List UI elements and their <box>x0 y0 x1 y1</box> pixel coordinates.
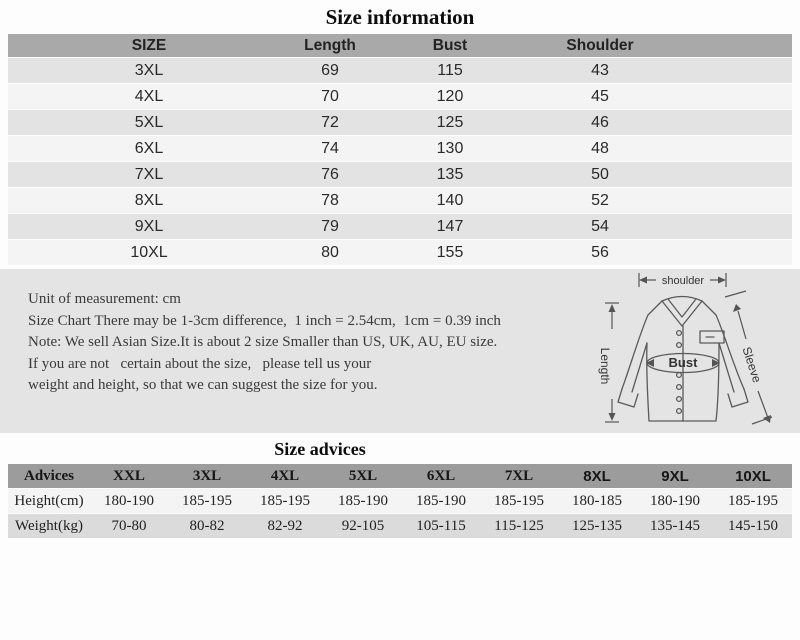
advices-title: Size advices <box>274 439 366 459</box>
weight-value: 82-92 <box>246 514 324 538</box>
cell-shoulder: 45 <box>530 84 670 109</box>
cell-size: 8XL <box>8 188 290 213</box>
table-row: 8XL 78 140 52 <box>8 188 792 213</box>
advices-header-row: Advices XXL 3XL 4XL 5XL 6XL 7XL 8XL 9XL … <box>8 464 792 488</box>
height-value: 185-190 <box>324 489 402 513</box>
measurement-notes: Unit of measurement: cm Size Chart There… <box>28 289 501 397</box>
table-row: 9XL 79 147 54 <box>8 214 792 239</box>
cell-size: 9XL <box>8 214 290 239</box>
col-header-xxl: XXL <box>90 464 168 488</box>
col-header-filler <box>670 34 792 57</box>
weight-value: 145-150 <box>714 514 792 538</box>
bust-label: Bust <box>669 355 699 370</box>
cell-size: 6XL <box>8 136 290 161</box>
height-value: 185-195 <box>714 489 792 513</box>
cell-bust: 140 <box>370 188 530 213</box>
weight-row: Weight(kg) 70-80 80-82 82-92 92-105 105-… <box>8 514 792 538</box>
shoulder-label: shoulder <box>662 275 705 287</box>
cell-length: 69 <box>290 58 370 83</box>
notes-section: Unit of measurement: cm Size Chart There… <box>0 269 800 433</box>
col-header-8xl: 8XL <box>558 464 636 488</box>
table-row: 4XL 70 120 45 <box>8 84 792 109</box>
col-header-3xl: 3XL <box>168 464 246 488</box>
cell-shoulder: 54 <box>530 214 670 239</box>
weight-value: 135-145 <box>636 514 714 538</box>
height-value: 180-190 <box>636 489 714 513</box>
height-value: 185-195 <box>480 489 558 513</box>
col-header-advices: Advices <box>8 464 90 488</box>
weight-value: 105-115 <box>402 514 480 538</box>
note-line: Note: We sell Asian Size.It is about 2 s… <box>28 334 498 350</box>
size-table-header-row: SIZE Length Bust Shoulder <box>8 34 792 57</box>
cell-shoulder: 48 <box>530 136 670 161</box>
cell-bust: 135 <box>370 162 530 187</box>
page-title: Size information <box>325 5 475 29</box>
weight-value: 125-135 <box>558 514 636 538</box>
cell-size: 4XL <box>8 84 290 109</box>
cell-size: 10XL <box>8 240 290 265</box>
col-header-size: SIZE <box>8 34 290 57</box>
row-label: Height(cm) <box>8 489 90 513</box>
col-header-9xl: 9XL <box>636 464 714 488</box>
cell-size: 7XL <box>8 162 290 187</box>
col-header-length: Length <box>290 34 370 57</box>
cell-bust: 120 <box>370 84 530 109</box>
cell-bust: 115 <box>370 58 530 83</box>
col-header-10xl: 10XL <box>714 464 792 488</box>
weight-value: 92-105 <box>324 514 402 538</box>
height-value: 185-195 <box>168 489 246 513</box>
note-line: If you are not certain about the size, p… <box>28 355 372 372</box>
col-header-7xl: 7XL <box>480 464 558 488</box>
cell-length: 72 <box>290 110 370 135</box>
shirt-measurement-diagram: shoulder Length Bust Sleeve <box>598 273 773 425</box>
table-row: 3XL 69 115 43 <box>8 58 792 83</box>
cell-size: 3XL <box>8 58 290 83</box>
cell-length: 80 <box>290 240 370 265</box>
note-line: Size Chart There may be 1-3cm difference… <box>28 312 501 329</box>
cell-shoulder: 52 <box>530 188 670 213</box>
table-row: 10XL 80 155 56 <box>8 240 792 265</box>
cell-length: 74 <box>290 136 370 161</box>
shirt-outline <box>617 295 749 422</box>
cell-length: 70 <box>290 84 370 109</box>
cell-bust: 155 <box>370 240 530 265</box>
cell-length: 76 <box>290 162 370 187</box>
height-value: 180-185 <box>558 489 636 513</box>
height-value: 180-190 <box>90 489 168 513</box>
note-line: Unit of measurement: cm <box>28 291 181 307</box>
cell-size: 5XL <box>8 110 290 135</box>
col-header-bust: Bust <box>370 34 530 57</box>
cell-length: 79 <box>290 214 370 239</box>
table-row: 6XL 74 130 48 <box>8 136 792 161</box>
measurement-arrowheads <box>608 276 771 423</box>
size-table: SIZE Length Bust Shoulder 3XL 69 115 43 … <box>8 33 792 266</box>
table-row: 7XL 76 135 50 <box>8 162 792 187</box>
cell-shoulder: 43 <box>530 58 670 83</box>
height-value: 185-195 <box>246 489 324 513</box>
cell-bust: 147 <box>370 214 530 239</box>
height-row: Height(cm) 180-190 185-195 185-195 185-1… <box>8 489 792 513</box>
height-value: 185-190 <box>402 489 480 513</box>
sleeve-label: Sleeve <box>739 345 764 385</box>
cell-shoulder: 50 <box>530 162 670 187</box>
cell-length: 78 <box>290 188 370 213</box>
weight-value: 80-82 <box>168 514 246 538</box>
col-header-shoulder: Shoulder <box>530 34 670 57</box>
col-header-5xl: 5XL <box>324 464 402 488</box>
note-line: weight and height, so that we can sugges… <box>28 377 378 393</box>
cell-bust: 130 <box>370 136 530 161</box>
cell-shoulder: 56 <box>530 240 670 265</box>
size-advices-table: Advices XXL 3XL 4XL 5XL 6XL 7XL 8XL 9XL … <box>8 463 792 539</box>
col-header-4xl: 4XL <box>246 464 324 488</box>
table-row: 5XL 72 125 46 <box>8 110 792 135</box>
weight-value: 70-80 <box>90 514 168 538</box>
col-header-6xl: 6XL <box>402 464 480 488</box>
cell-shoulder: 46 <box>530 110 670 135</box>
pocket <box>699 330 725 344</box>
cell-bust: 125 <box>370 110 530 135</box>
weight-value: 115-125 <box>480 514 558 538</box>
length-label: Length <box>598 348 612 385</box>
row-label: Weight(kg) <box>8 514 90 538</box>
